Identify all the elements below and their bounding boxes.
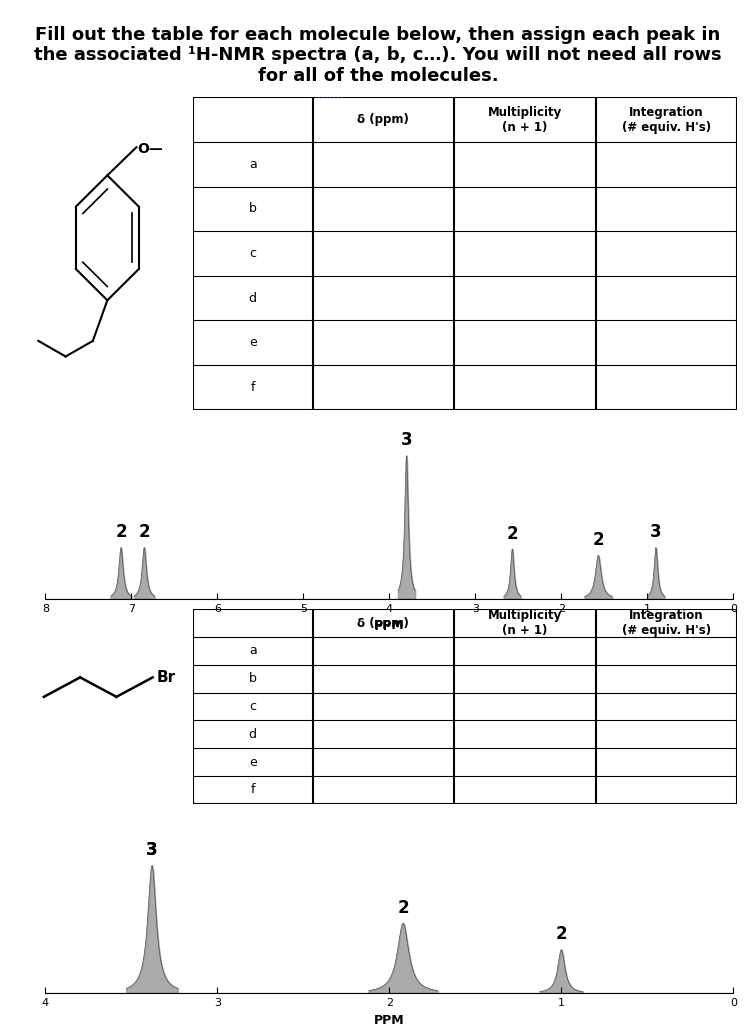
Text: b: b [249,203,256,215]
Text: a: a [249,158,256,171]
Text: f: f [250,381,255,394]
Text: Br: Br [156,670,175,685]
Text: 2: 2 [398,899,409,916]
X-axis label: PPM: PPM [374,1014,404,1024]
Text: 2: 2 [507,525,518,543]
Text: d: d [249,728,256,740]
Text: for all of the molecules.: for all of the molecules. [258,67,498,85]
Text: Integration
(# equiv. H's): Integration (# equiv. H's) [621,105,711,133]
Text: 3: 3 [146,842,158,859]
Text: O—: O— [138,141,163,156]
Text: a: a [249,644,256,657]
Text: b: b [249,673,256,685]
Text: 3: 3 [146,842,158,859]
Text: δ (ppm): δ (ppm) [358,616,409,630]
Text: f: f [250,783,255,797]
Text: c: c [249,700,256,713]
Text: 2: 2 [138,523,150,542]
Text: d: d [249,292,256,304]
Text: 2: 2 [593,531,604,549]
Text: ........: ........ [314,90,343,100]
Text: the associated ¹H-NMR spectra (a, b, c…). You will not need all rows: the associated ¹H-NMR spectra (a, b, c…)… [34,46,722,65]
Text: 3: 3 [650,523,662,542]
Text: c: c [249,247,256,260]
Text: 2: 2 [115,523,127,542]
Text: e: e [249,336,256,349]
Text: e: e [249,756,256,769]
Text: Fill out the table for each molecule below, then assign each peak in: Fill out the table for each molecule bel… [36,26,720,44]
X-axis label: PPM: PPM [374,620,404,633]
Text: Multiplicity
(n + 1): Multiplicity (n + 1) [488,105,562,133]
Text: Integration
(# equiv. H's): Integration (# equiv. H's) [621,609,711,637]
Text: Multiplicity
(n + 1): Multiplicity (n + 1) [488,609,562,637]
Text: δ (ppm): δ (ppm) [358,113,409,126]
Text: 3: 3 [401,431,412,450]
Text: 2: 2 [556,926,567,943]
